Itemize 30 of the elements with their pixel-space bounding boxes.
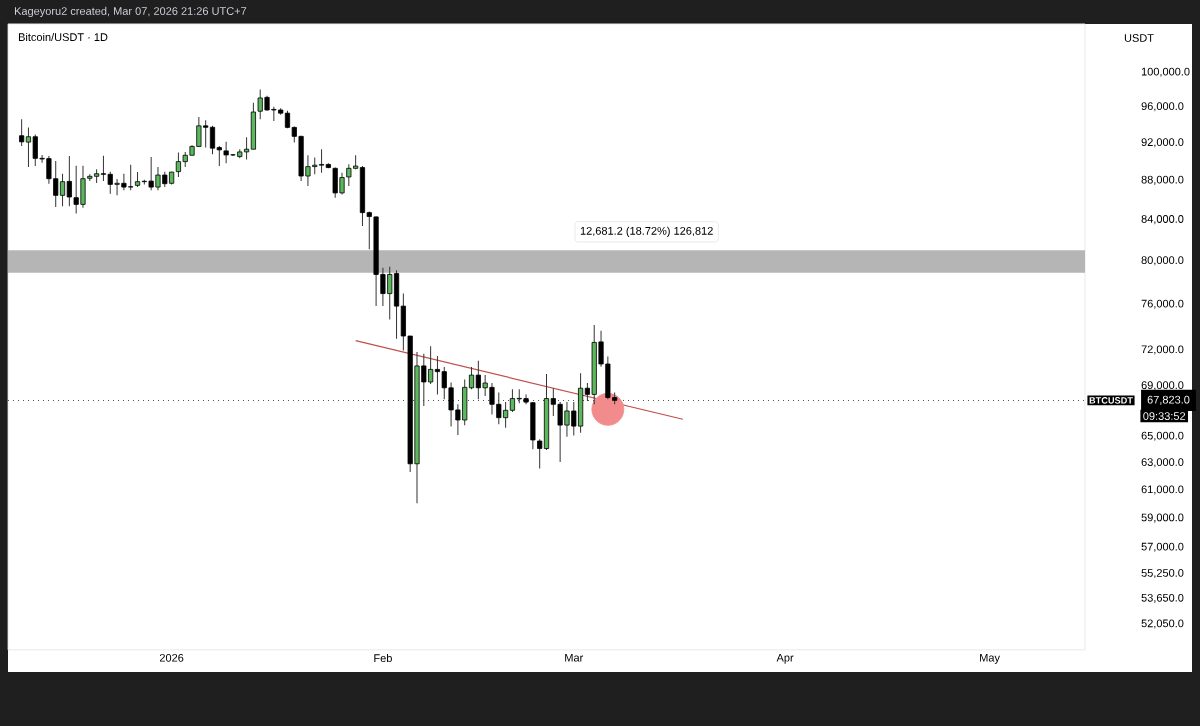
y-tick-label: 72,000.0 [1141, 345, 1184, 355]
x-tick-label: May [980, 653, 1000, 664]
y-tick-label: 84,000.0 [1141, 215, 1184, 225]
x-tick-label: Feb [374, 653, 392, 662]
x-tick-label: Apr [776, 653, 794, 664]
y-tick-label: 67,823.0 [1147, 395, 1190, 405]
y-tick-label: 100,000.0 [1141, 67, 1190, 77]
y-axis-title: USDT [1124, 34, 1154, 42]
annotation: 12,681.2 (18.72%) 126,812 [580, 226, 713, 237]
y-tick-label: 69,000.0 [1141, 381, 1184, 391]
y-tick-label: 80,000.0 [1141, 256, 1184, 266]
text: Kageyoru2 created, Mar 07, 2026 21:26 UTC+7 [14, 6, 247, 18]
y-tick-label: 65,000.0 [1141, 431, 1184, 441]
y-tick-label: 55,250.0 [1141, 569, 1184, 579]
y-tick-label: 53,650.0 [1141, 593, 1184, 603]
y-tick-label: 92,000.0 [1141, 138, 1184, 148]
y-tick-label: 96,000.0 [1141, 102, 1184, 112]
text: 09:33:52 [1143, 412, 1186, 420]
y-tick-label: 59,000.0 [1141, 513, 1184, 523]
y-tick-label: 57,000.0 [1141, 542, 1184, 552]
x-tick-label: Mar [565, 653, 584, 662]
text: Bitcoin/USDT · 1D [18, 32, 108, 42]
y-tick-label: 61,000.0 [1141, 485, 1184, 495]
candlestick [19, 118, 25, 147]
ref-line-label: BTCUSDT [1089, 397, 1133, 404]
y-tick-label: 52,050.0 [1141, 619, 1184, 629]
y-tick-label: 63,000.0 [1141, 458, 1184, 468]
y-tick-label: 88,000.0 [1141, 175, 1184, 185]
y-tick-label: 76,000.0 [1141, 299, 1184, 309]
x-tick-label: 2026 [159, 653, 184, 662]
